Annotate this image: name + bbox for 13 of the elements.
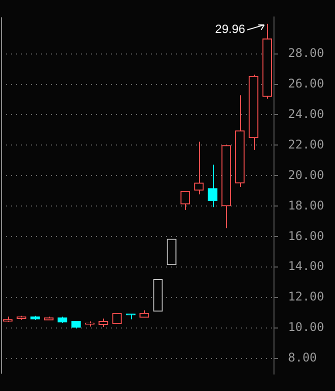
y-tick-label: 22.00: [288, 137, 324, 152]
annotation: 29.96: [215, 22, 246, 36]
y-tick-label: 24.00: [288, 106, 324, 121]
y-tick-label: 8.00: [288, 350, 317, 365]
y-tick-label: 10.00: [288, 320, 324, 334]
y-tick-label: 18.00: [288, 198, 324, 212]
y-tick-label: 16.00: [288, 228, 324, 243]
y-tick-label: 12.00: [288, 290, 324, 304]
y-tick-label: 20.00: [288, 168, 324, 182]
y-tick-label: 14.00: [288, 259, 324, 274]
candlestick: [194, 141, 204, 195]
y-tick-label: 26.00: [288, 76, 324, 90]
y-tick-label: 28.00: [288, 46, 324, 60]
